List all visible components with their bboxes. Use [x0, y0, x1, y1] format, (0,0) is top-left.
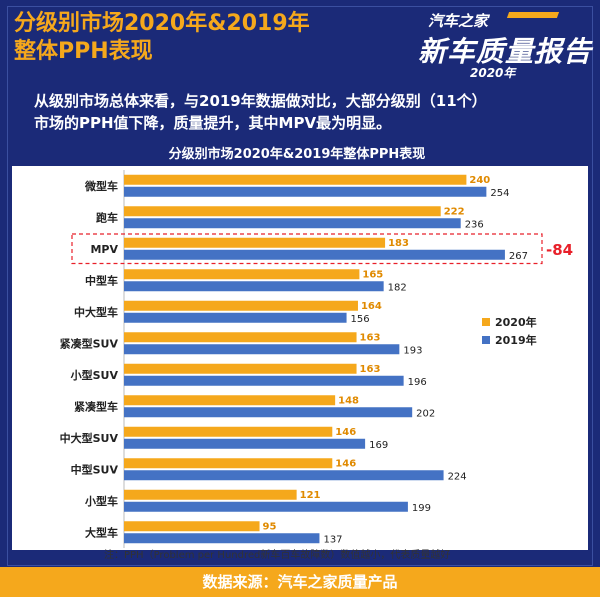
category-label: 紧凑型SUV	[60, 336, 119, 350]
bar-2020	[124, 206, 441, 217]
category-label: 中型车	[85, 273, 118, 287]
bar-2020	[124, 269, 360, 280]
bar-2020	[124, 300, 358, 311]
value-label-2020: 121	[300, 490, 321, 501]
chart-panel: 微型车 240 254 跑车 222 236 MPV 183 267 -84 中型车 165 182 中大…	[12, 166, 588, 550]
value-label-2020: 95	[263, 521, 277, 532]
bar-2019	[124, 470, 444, 481]
value-label-2019: 254	[490, 188, 509, 199]
bar-2019	[124, 438, 366, 449]
value-label-2019: 267	[509, 251, 528, 262]
bar-2019	[124, 407, 413, 418]
legend-swatch-2020年	[482, 318, 490, 326]
bar-2020	[124, 237, 386, 248]
value-label-2019: 169	[369, 440, 388, 451]
category-label: 中大型SUV	[60, 431, 119, 445]
value-label-2020: 146	[335, 458, 356, 469]
bar-2020	[124, 363, 357, 374]
mpv-difference-annotation: -84	[546, 241, 573, 259]
mpv-highlight-box	[71, 233, 543, 265]
bar-2019	[124, 344, 400, 355]
category-label: 小型车	[84, 494, 118, 508]
bar-2019	[124, 249, 505, 260]
category-label: 微型车	[84, 179, 118, 193]
description: 从级别市场总体来看，与2019年数据做对比，大部分级别（11个） 市场的PPH值…	[34, 90, 574, 134]
logo-year-text: 2020年	[470, 66, 516, 80]
page-title: 分级别市场2020年&2019年 整体PPH表现	[14, 10, 394, 66]
value-label-2019: 137	[323, 534, 342, 545]
value-label-2020: 163	[360, 364, 381, 375]
value-label-2020: 183	[388, 238, 409, 249]
bar-2019	[124, 218, 461, 229]
title-line-1: 分级别市场2020年&2019年	[14, 11, 310, 36]
brand-logo: 汽车之家 新车质量报告 2020年	[398, 6, 594, 86]
bar-2019	[124, 501, 408, 512]
bar-2020	[124, 174, 467, 185]
source-footer: 数据来源：汽车之家质量产品	[0, 567, 600, 597]
value-label-2020: 148	[338, 395, 359, 406]
category-label: 跑车	[96, 210, 118, 224]
bar-2020	[124, 395, 336, 406]
value-label-2020: 240	[469, 175, 490, 186]
bar-2020	[124, 332, 357, 343]
value-label-2019: 196	[408, 377, 427, 388]
category-label: 中大型车	[74, 305, 118, 319]
bar-2019	[124, 312, 347, 323]
bar-2020	[124, 426, 333, 437]
description-line-2: 市场的PPH值下降，质量提升，其中MPV最为明显。	[34, 114, 392, 132]
logo-accent-bar	[506, 12, 560, 18]
border-frame	[7, 6, 593, 566]
legend-label: 2020年	[495, 315, 537, 329]
bar-2020	[124, 521, 260, 532]
value-label-2020: 164	[361, 301, 382, 312]
value-label-2020: 146	[335, 427, 356, 438]
bar-2019	[124, 533, 320, 544]
chart-title: 分级别市场2020年&2019年整体PPH表现	[148, 144, 446, 166]
bar-2019	[124, 186, 487, 197]
category-label: 紧凑型车	[74, 399, 118, 413]
category-label: 中型SUV	[71, 462, 119, 476]
bar-2020	[124, 458, 333, 469]
value-label-2019: 193	[403, 345, 422, 356]
logo-brand-text: 汽车之家	[428, 12, 489, 30]
category-label: 小型SUV	[70, 368, 119, 382]
category-label: MPV	[90, 243, 118, 256]
logo-report-text: 新车质量报告	[418, 35, 593, 68]
value-label-2019: 156	[351, 314, 370, 325]
value-label-2019: 182	[388, 282, 407, 293]
value-label-2019: 224	[448, 471, 467, 482]
legend-swatch-2019年	[482, 336, 490, 344]
legend-label: 2019年	[495, 333, 537, 347]
bar-2019	[124, 281, 384, 292]
value-label-2019: 202	[416, 408, 435, 419]
value-label-2020: 165	[362, 269, 383, 280]
value-label-2019: 236	[465, 219, 484, 230]
title-line-2: 整体PPH表现	[14, 39, 153, 64]
bar-2019	[124, 375, 404, 386]
value-label-2020: 163	[360, 332, 381, 343]
value-label-2019: 199	[412, 503, 431, 514]
category-label: 大型车	[85, 525, 118, 539]
value-label-2020: 222	[444, 206, 465, 217]
footnote: 注：PPH（Problem per Hundred新车百车故障数）数值越小，代表…	[104, 550, 451, 561]
bar-2020	[124, 489, 297, 500]
description-line-1: 从级别市场总体来看，与2019年数据做对比，大部分级别（11个）	[34, 92, 487, 110]
